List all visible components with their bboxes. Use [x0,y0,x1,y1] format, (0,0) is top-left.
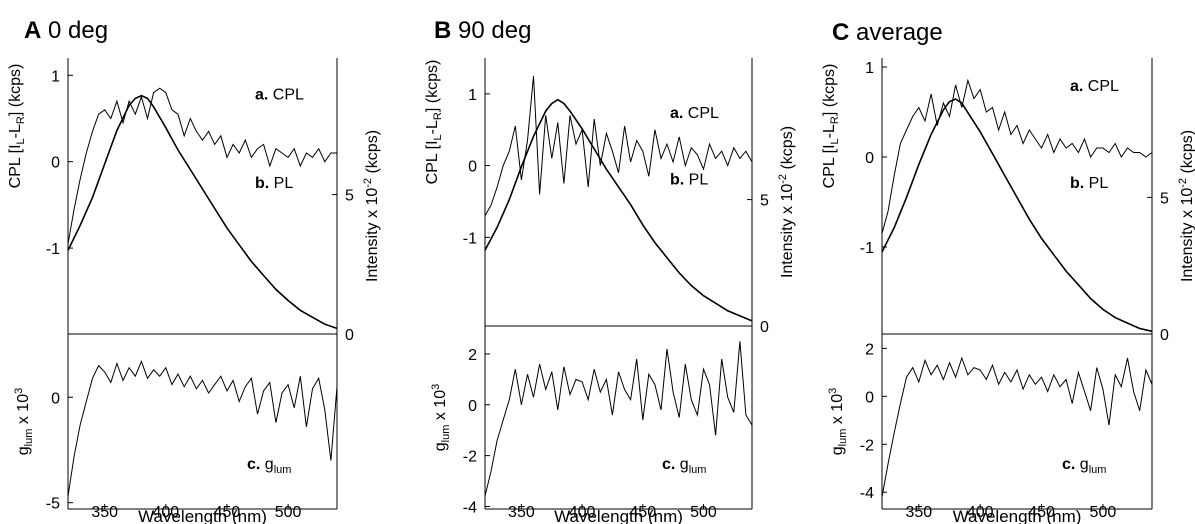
series-label-glum: c. glum [247,456,291,476]
series-cpl-line [67,87,337,244]
pl-ylabel: Intensity x 10-2 (kcps) [1177,130,1195,282]
panel-letter: B [434,17,451,44]
panel-b: B 90 deg 1 0 -1 5 0 CPL [IL-LR] (kcps) Intensit… [424,17,796,524]
series-label-glum: c. glum [1062,456,1106,476]
x-tick-label: 450 [1028,504,1055,521]
glum-tick-label: 0 [468,398,477,415]
glum-tick-label: 2 [468,347,477,364]
series-pl-line [881,98,1153,333]
x-axis-label: Wavelength (nm) [554,507,683,524]
cpl-tick-label: 1 [865,60,874,77]
x-axis-label: Wavelength (nm) [953,507,1082,524]
cpl-tick-label: 1 [468,87,477,104]
x-tick-label: 350 [905,504,932,521]
series-label-pl: b. PL [670,172,708,189]
pl-tick-label: 0 [1160,327,1169,344]
series-pl-line [67,94,338,330]
panel-title: C average [832,19,943,46]
cpl-tick-label: 0 [865,150,874,167]
cpl-tick-label: 1 [51,68,60,85]
panel-title-text: 0 deg [48,17,108,44]
glum-tick-label: 0 [51,390,60,407]
series-label-pl: b. PL [255,175,293,192]
glum-tick-label: -2 [463,449,477,466]
x-tick-label: 350 [508,504,535,521]
pl-ylabel: Intensity x 10-2 (kcps) [777,126,796,278]
glum-ylabel: glum x 103 [13,388,35,455]
series-glum-line [881,356,1153,498]
x-tick-label: 400 [569,504,596,521]
glum-ylabel: glum x 103 [827,388,849,455]
cpl-tick-label: 0 [468,159,477,176]
glum-tick-label: 2 [865,341,874,358]
series-label-cpl: a. CPL [1070,78,1119,95]
panel-title: B 90 deg [434,17,531,44]
pl-ylabel: Intensity x 10-2 (kcps) [362,130,381,282]
pl-tick-label: 0 [760,319,769,336]
series-label-cpl: a. CPL [255,86,304,103]
glum-tick-label: -4 [463,499,477,516]
x-tick-label: 500 [1090,504,1117,521]
x-tick-label: 400 [967,504,994,521]
panel-title: A 0 deg [24,17,108,44]
cpl-tick-label: 0 [51,155,60,172]
x-tick-label: 500 [275,504,302,521]
cpl-tick-label: -1 [46,241,60,258]
x-tick-label: 450 [214,504,241,521]
x-tick-label: 350 [91,504,118,521]
pl-tick-label: 0 [345,327,354,344]
x-tick-label: 400 [152,504,179,521]
glum-tick-label: 0 [865,389,874,406]
series-glum-line [67,360,338,497]
pl-tick-label: 5 [1160,190,1169,207]
x-tick-label: 450 [629,504,656,521]
panel-letter: A [24,17,41,44]
cpl-tick-label: -1 [860,240,874,257]
panel-a: A 0 deg 1 0 -1 5 0 CPL [IL-LR] (kcps) Intensity… [7,17,381,524]
glum-tick-label: -2 [860,437,874,454]
series-pl-line [484,98,753,322]
cpl-ylabel: CPL [IL-LR] (kcps) [821,64,841,189]
panel-c: C average 1 0 -1 5 0 CPL [IL-LR] (kcps) Intensi… [821,19,1195,524]
series-label-cpl: a. CPL [670,105,719,122]
pl-tick-label: 5 [760,193,769,210]
panel-letter: C [832,19,849,46]
series-cpl-line [484,75,753,217]
panel-title-text: average [856,19,943,46]
series-cpl-line [881,78,1153,234]
series-glum-line [484,341,753,497]
glum-ylabel: glum x 103 [430,384,452,451]
cpl-ylabel: CPL [IL-LR] (kcps) [7,64,27,189]
series-label-glum: c. glum [662,456,706,476]
glum-tick-label: -4 [860,485,874,502]
cpl-ylabel: CPL [IL-LR] (kcps) [424,60,444,185]
cpl-tick-label: -1 [463,230,477,247]
x-tick-label: 500 [690,504,717,521]
pl-tick-label: 5 [345,188,354,205]
panel-title-text: 90 deg [458,17,531,44]
glum-tick-label: -5 [46,496,60,513]
series-label-pl: b. PL [1070,175,1108,192]
x-axis-label: Wavelength (nm) [138,507,267,524]
